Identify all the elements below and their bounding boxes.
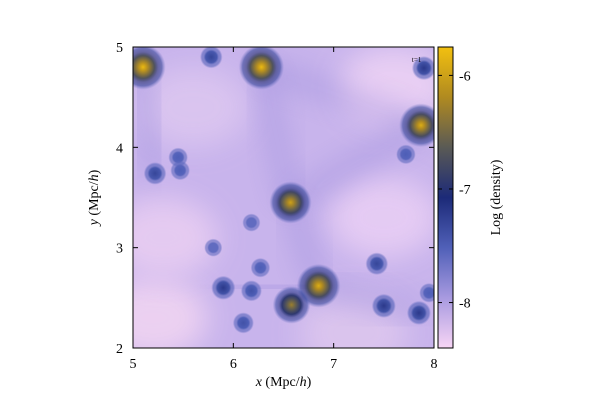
filament	[253, 65, 299, 205]
halo-point	[232, 312, 254, 334]
halo-point	[399, 103, 434, 148]
void-region	[133, 277, 209, 348]
halo-point	[250, 257, 271, 278]
void-region	[133, 197, 219, 278]
halo-point	[204, 238, 223, 257]
colorbar: -6 -7 -8	[437, 46, 471, 349]
halo-point	[211, 275, 236, 300]
void-region	[138, 67, 249, 148]
halo-point	[242, 213, 261, 232]
y-tick-label: 3	[116, 242, 123, 257]
y-axis-label-close: )	[87, 169, 102, 174]
halo-point	[419, 283, 434, 303]
plot-area: 5 6 7 8 2 3 4 5 t=1	[116, 41, 438, 372]
colorbar-gradient	[438, 47, 453, 348]
colorbar-tick-label: -7	[459, 183, 471, 198]
colorbar-ticks: -6 -7 -8	[438, 69, 471, 312]
halo-point	[269, 181, 312, 224]
halo-point	[411, 56, 434, 81]
x-tick-label: 5	[130, 357, 137, 372]
halo-point	[240, 280, 262, 302]
halo-point	[396, 144, 416, 165]
x-tick-label: 7	[330, 357, 337, 372]
halo-point	[371, 293, 396, 318]
y-tick-label: 4	[116, 141, 123, 156]
x-axis-label-var: x	[255, 375, 263, 390]
x-axis-label: x (Mpc/h)	[255, 375, 312, 390]
halo-point	[365, 252, 389, 276]
filament-layer	[133, 47, 434, 348]
x-axis-label-unit: (Mpc/	[262, 375, 300, 390]
halo-point	[170, 160, 190, 181]
halo-point	[133, 47, 166, 90]
y-axis-label-unit: (Mpc/	[87, 181, 102, 219]
x-tick-label: 6	[230, 357, 237, 372]
y-axis-label: y (Mpc/h)	[87, 169, 102, 227]
y-tick-label: 2	[116, 342, 123, 357]
y-axis-ticks: 2 3 4 5	[116, 41, 434, 357]
colorbar-frame	[437, 46, 454, 349]
halo-point	[406, 300, 432, 325]
x-tick-label: 8	[431, 357, 438, 372]
x-axis-label-h: h	[300, 375, 307, 390]
halo-layer	[133, 47, 434, 334]
colorbar-tick-label: -6	[459, 69, 471, 84]
halo-point	[272, 286, 311, 324]
y-tick-label: 5	[116, 41, 123, 56]
x-axis-label-close: )	[307, 375, 312, 390]
filament	[258, 59, 424, 133]
time-annotation: t=1	[412, 56, 422, 64]
plot-frame	[132, 46, 435, 349]
halo-point	[143, 162, 167, 185]
y-axis-label-var: y	[87, 218, 102, 227]
halo-point	[238, 47, 285, 90]
colorbar-tick-label: -8	[459, 297, 471, 312]
void-region	[328, 177, 434, 258]
filament	[286, 118, 426, 210]
halo-point	[199, 47, 223, 69]
y-axis-label-h: h	[87, 174, 102, 181]
x-axis-ticks: 5 6 7 8	[130, 47, 438, 372]
colorbar-label: Log (density)	[489, 159, 504, 235]
